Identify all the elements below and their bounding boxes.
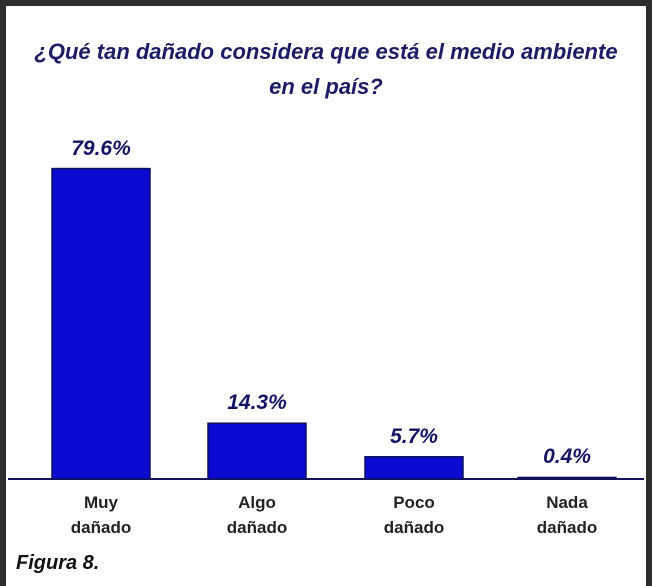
caption: Figura 8.	[16, 552, 100, 574]
x-tick-label: Algo dañado	[226, 493, 288, 537]
value-label: 0.4%	[543, 445, 591, 469]
value-label: 5.7%	[390, 424, 438, 448]
bar	[207, 422, 307, 480]
x-tick-label: Nada dañado	[536, 493, 598, 537]
x-tick-label: Poco dañado	[383, 493, 445, 537]
bar	[364, 456, 464, 480]
chart-title: ¿Qué tan dañado considera que está el me…	[34, 39, 618, 99]
bar	[51, 167, 151, 480]
value-label: 14.3%	[227, 391, 287, 415]
x-tick-label: Muy dañado	[70, 493, 132, 537]
bar	[517, 476, 617, 480]
value-label: 79.6%	[71, 136, 131, 160]
